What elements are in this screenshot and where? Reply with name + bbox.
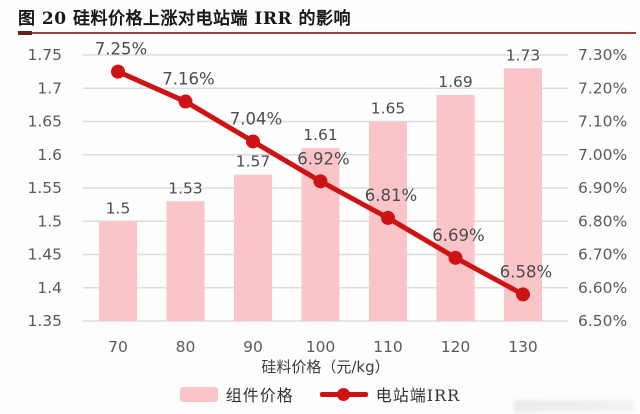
chart-legend: 组件价格 电站端IRR xyxy=(0,380,640,408)
bar-value-label: 1.53 xyxy=(168,179,203,197)
bar xyxy=(166,201,205,321)
legend-item: 组件价格 xyxy=(179,382,294,406)
left-axis-tick: 1.7 xyxy=(37,79,62,97)
left-axis-tick: 1.45 xyxy=(27,246,62,264)
left-axis-tick: 1.6 xyxy=(37,146,62,164)
bar xyxy=(234,174,272,321)
left-axis-tick: 1.75 xyxy=(27,46,62,64)
faint-watermark xyxy=(514,400,634,412)
right-axis-tick: 6.50% xyxy=(578,312,627,330)
line-point xyxy=(448,250,463,265)
right-axis-tick: 6.70% xyxy=(578,246,627,264)
left-axis-tick: 1.55 xyxy=(27,179,62,197)
x-axis-tick: 130 xyxy=(508,338,538,356)
line-point xyxy=(516,287,530,302)
right-axis-tick: 6.90% xyxy=(578,179,627,197)
line-value-label: 6.92% xyxy=(297,149,349,168)
x-axis-tick: 80 xyxy=(176,338,196,356)
line-value-label: 7.25% xyxy=(95,40,147,59)
bar xyxy=(436,94,475,322)
line-point xyxy=(313,174,328,189)
title-rule-cap-icon xyxy=(18,31,32,35)
x-axis-tick: 120 xyxy=(441,338,471,356)
right-axis-tick: 7.10% xyxy=(578,113,627,131)
legend-label: 组件价格 xyxy=(225,386,294,405)
x-axis-title: 硅料价格（元/kg） xyxy=(261,358,389,376)
right-axis-tick: 7.00% xyxy=(578,146,627,164)
x-axis-tick: 90 xyxy=(243,338,263,356)
right-axis-tick: 7.30% xyxy=(578,46,627,64)
legend-label: 电站端IRR xyxy=(375,386,461,405)
bar-value-label: 1.5 xyxy=(106,199,131,217)
x-axis-tick: 100 xyxy=(306,338,336,356)
right-axis-tick: 6.80% xyxy=(578,212,627,230)
bar xyxy=(99,221,137,321)
legend-bar-swatch-icon xyxy=(179,386,218,402)
line-value-label: 7.16% xyxy=(162,70,214,89)
x-axis-tick: 110 xyxy=(373,338,403,356)
legend-line-dot xyxy=(336,387,350,401)
line-point xyxy=(246,134,260,149)
line-value-label: 6.81% xyxy=(365,186,417,205)
bar xyxy=(504,68,542,321)
right-axis-tick: 6.60% xyxy=(578,279,627,297)
bar-value-label: 1.73 xyxy=(506,46,541,64)
line-value-label: 6.58% xyxy=(500,262,552,281)
bar-value-label: 1.57 xyxy=(236,153,271,171)
line-point xyxy=(178,94,193,109)
line-point xyxy=(381,210,395,225)
legend-line-marker-icon xyxy=(319,387,368,402)
title-rule xyxy=(18,32,636,34)
legend-item: 电站端IRR xyxy=(319,382,461,406)
x-axis-tick: 70 xyxy=(108,338,128,356)
bar-value-label: 1.65 xyxy=(371,100,406,118)
right-axis-tick: 7.20% xyxy=(578,79,627,97)
chart-area: 1.35 6.50% 1.4 6.60% 1.45 6.70% 1.5 6.80% 1.55 6.… xyxy=(0,38,640,378)
line-value-label: 7.04% xyxy=(230,109,282,128)
chart-svg: 1.35 6.50% 1.4 6.60% 1.45 6.70% 1.5 6.80% 1.55 6.… xyxy=(27,40,627,376)
left-axis-tick: 1.5 xyxy=(37,212,62,230)
line-point xyxy=(111,64,125,79)
left-axis-tick: 1.65 xyxy=(27,113,62,131)
left-axis-tick: 1.4 xyxy=(37,279,62,297)
page-title: 图 20 硅料价格上涨对电站端 IRR 的影响 xyxy=(18,9,352,29)
line-value-label: 6.69% xyxy=(432,226,484,245)
bar-value-label: 1.69 xyxy=(438,73,473,91)
bar-value-label: 1.61 xyxy=(303,126,338,144)
left-axis-tick: 1.35 xyxy=(27,312,62,330)
